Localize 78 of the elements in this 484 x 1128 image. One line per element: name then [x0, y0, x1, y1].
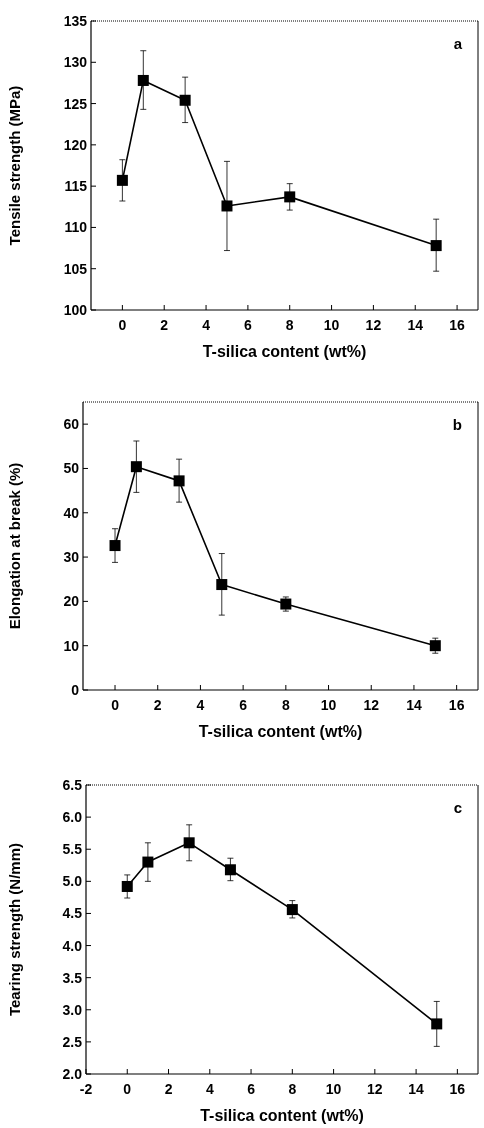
- x-tick-label: 4: [202, 317, 211, 333]
- x-tick-label: 10: [325, 1081, 342, 1097]
- x-tick-label: 12: [363, 697, 380, 713]
- x-tick-label: 12: [367, 1081, 383, 1097]
- point: [224, 864, 236, 876]
- y-tick-label: 2.0: [62, 1066, 83, 1082]
- point: [221, 200, 233, 212]
- point: [130, 461, 142, 473]
- x-tick-label: 12: [365, 317, 382, 333]
- point: [183, 837, 195, 849]
- x-tick-label: -2: [79, 1081, 93, 1097]
- x-tick-label: 8: [281, 697, 290, 713]
- x-tick-label: 14: [407, 317, 424, 333]
- x-tick-label: 16: [449, 1081, 466, 1097]
- y-tick-label: 110: [64, 219, 88, 236]
- x-tick-label: 4: [196, 697, 205, 713]
- y-tick-label: 6.5: [62, 777, 83, 793]
- x-axis-title: T-silica content (wt%): [200, 1107, 364, 1124]
- x-tick-label: 0: [118, 317, 127, 333]
- y-tick-label: 10: [63, 637, 80, 654]
- x-tick-label: 14: [406, 697, 422, 713]
- y-tick-label: 4.0: [62, 937, 83, 954]
- y-tick-label: 20: [63, 593, 80, 610]
- point: [109, 540, 121, 552]
- y-tick-label: 5.5: [62, 841, 83, 858]
- y-tick-label: 0: [71, 682, 80, 698]
- point: [286, 904, 298, 916]
- x-tick-label: 14: [408, 1081, 425, 1097]
- y-tick-label: 5.0: [62, 873, 83, 890]
- y-tick-label: 105: [63, 260, 88, 277]
- y-tick-label: 135: [63, 13, 88, 29]
- point: [121, 880, 133, 892]
- y-tick-label: 2.5: [62, 1033, 83, 1050]
- annotation: a: [453, 35, 463, 52]
- x-tick-label: 16: [448, 697, 465, 713]
- y-tick-label: 3.5: [62, 969, 83, 986]
- x-tick-label: 8: [285, 317, 294, 333]
- x-tick-label: 2: [164, 1081, 173, 1097]
- x-axis-title: T-silica content (wt%): [202, 343, 367, 360]
- y-tick-label: 4.5: [62, 905, 83, 922]
- x-axis-title: T-silica content (wt%): [198, 723, 363, 740]
- y-tick-label: 125: [63, 95, 88, 112]
- point: [142, 856, 154, 868]
- y-tick-label: 50: [63, 460, 80, 477]
- y-tick-label: 3.0: [62, 1001, 83, 1018]
- x-tick-label: 0: [111, 697, 120, 713]
- point: [116, 174, 128, 186]
- point: [216, 579, 228, 591]
- point: [431, 1018, 443, 1030]
- point: [173, 475, 185, 487]
- x-tick-label: 2: [160, 317, 169, 333]
- annotation: b: [452, 416, 462, 433]
- y-tick-label: 30: [63, 549, 80, 566]
- point: [430, 240, 442, 252]
- y-tick-label: 130: [63, 54, 88, 71]
- y-tick-label: 6.0: [62, 809, 83, 826]
- x-tick-label: 10: [323, 317, 340, 333]
- y-tick-label: 100: [63, 302, 88, 318]
- annotation: c: [453, 799, 462, 816]
- point: [179, 94, 191, 106]
- x-tick-label: 2: [153, 697, 162, 713]
- y-tick-label: 40: [63, 504, 80, 521]
- x-tick-label: 6: [243, 317, 252, 333]
- y-tick-label: 115: [64, 178, 88, 195]
- point: [137, 74, 149, 86]
- x-tick-label: 6: [247, 1081, 256, 1097]
- x-tick-label: 0: [123, 1081, 132, 1097]
- x-tick-label: 6: [239, 697, 248, 713]
- y-axis-title: Tensile strength (MPa): [6, 85, 23, 246]
- point: [284, 191, 296, 203]
- x-tick-label: 4: [205, 1081, 214, 1097]
- x-tick-label: 10: [320, 697, 337, 713]
- x-tick-label: 16: [449, 317, 466, 333]
- y-tick-label: 120: [63, 136, 88, 153]
- y-tick-label: 60: [63, 416, 80, 433]
- x-tick-label: 8: [288, 1081, 297, 1097]
- y-axis-title: Tearing strength (N/mm): [6, 842, 23, 1017]
- y-axis-title: Elongation at break (%): [6, 462, 23, 630]
